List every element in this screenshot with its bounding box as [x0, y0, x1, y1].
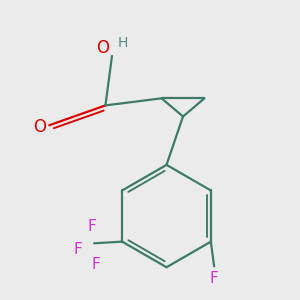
Text: F: F — [87, 219, 96, 234]
Text: F: F — [210, 271, 218, 286]
Text: O: O — [96, 39, 109, 57]
Text: F: F — [73, 242, 82, 257]
Text: O: O — [34, 118, 46, 136]
Text: F: F — [92, 256, 100, 272]
Text: H: H — [118, 36, 128, 50]
